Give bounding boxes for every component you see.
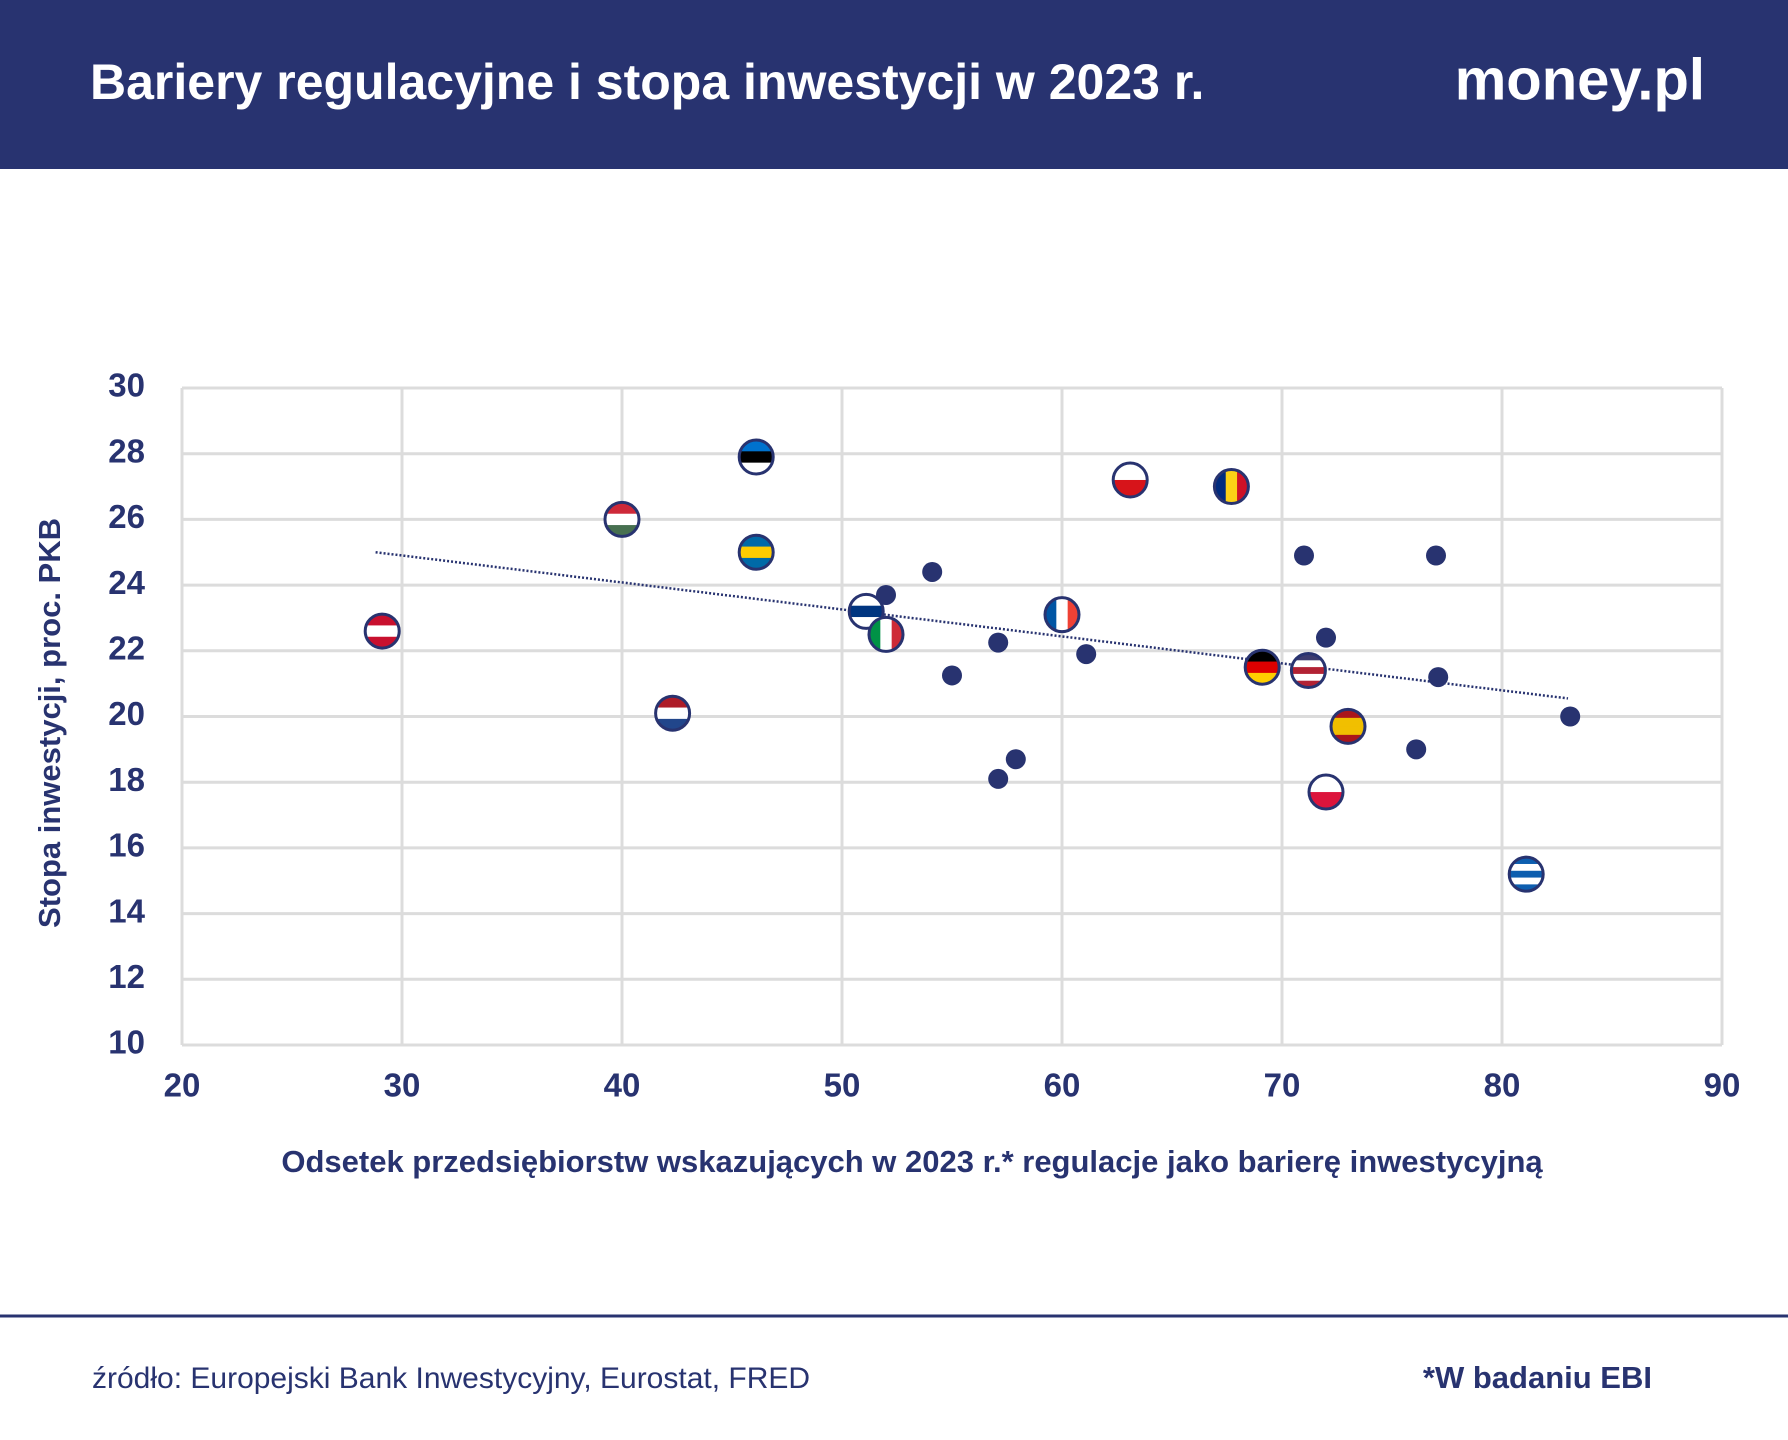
flag-point xyxy=(739,439,774,474)
source: źródło: Europejski Bank Inwestycyjny, Eu… xyxy=(92,1362,810,1395)
x-tick-label: 60 xyxy=(1044,1067,1081,1104)
point xyxy=(1076,644,1097,665)
flag-point xyxy=(1309,775,1343,810)
y-axis-label: Stopa inwestycji, proc. PKB xyxy=(32,518,67,928)
flag-point xyxy=(1245,650,1280,685)
flag-outline xyxy=(1111,461,1149,499)
flag-outline xyxy=(1507,855,1545,893)
title: Bariery regulacyjne i stopa inwestycji w… xyxy=(90,54,1204,110)
point xyxy=(1428,667,1449,688)
y-tick-label: 24 xyxy=(108,564,145,601)
x-tick-label: 90 xyxy=(1704,1067,1741,1104)
point xyxy=(1426,545,1446,566)
point xyxy=(988,768,1009,789)
y-tick-label: 28 xyxy=(108,432,145,469)
flag-point xyxy=(1509,857,1544,892)
flag-point xyxy=(1331,709,1365,744)
point xyxy=(876,584,896,605)
y-tick-label: 20 xyxy=(108,695,145,732)
flag-outline xyxy=(867,615,905,653)
point xyxy=(1560,706,1581,727)
flag-point xyxy=(655,696,690,731)
flag-point xyxy=(739,535,774,570)
flag-point xyxy=(849,594,884,629)
point xyxy=(1005,749,1026,770)
flag-outline xyxy=(603,500,641,538)
flag-point xyxy=(1291,653,1326,688)
header-bar xyxy=(0,0,1788,169)
x-tick-label: 20 xyxy=(164,1067,201,1104)
flag-point xyxy=(365,614,400,649)
flag-outline xyxy=(1329,707,1367,745)
flag-outline xyxy=(1307,773,1345,811)
trend-line xyxy=(375,551,1569,700)
point xyxy=(1316,627,1336,648)
flag-outline xyxy=(1243,648,1281,686)
flag-point xyxy=(605,502,639,537)
y-tick-label: 26 xyxy=(108,498,145,535)
flag-outline xyxy=(737,438,775,476)
y-tick-label: 30 xyxy=(108,367,145,404)
point xyxy=(942,665,962,686)
y-tick-label: 12 xyxy=(108,958,145,995)
flag-outline xyxy=(654,694,692,732)
note: *W badaniu EBI xyxy=(1423,1360,1652,1395)
flag-outline xyxy=(1289,652,1327,690)
flag-point xyxy=(1045,597,1079,632)
flag-outline xyxy=(737,533,775,571)
y-tick-label: 22 xyxy=(108,630,145,667)
y-tick-label: 18 xyxy=(108,761,145,798)
y-tick-label: 10 xyxy=(108,1024,145,1061)
x-tick-label: 80 xyxy=(1484,1067,1521,1104)
point xyxy=(988,632,1009,653)
logo: money.pl xyxy=(1455,47,1705,112)
flag-point xyxy=(869,617,903,652)
y-tick-label: 14 xyxy=(108,892,145,929)
point xyxy=(922,561,943,582)
y-tick-label: 16 xyxy=(108,827,145,864)
flag-outline xyxy=(363,612,401,650)
x-tick-label: 40 xyxy=(604,1067,641,1104)
flag-outline xyxy=(1212,468,1250,506)
x-axis-label: Odsetek przedsiębiorstw wskazujących w 2… xyxy=(281,1144,1543,1179)
x-tick-label: 70 xyxy=(1264,1067,1301,1104)
x-tick-label: 30 xyxy=(384,1067,421,1104)
flag-point xyxy=(1113,462,1148,497)
flag-outline xyxy=(847,592,885,630)
flag-point xyxy=(1214,469,1249,504)
point xyxy=(1406,739,1427,760)
point xyxy=(1294,545,1314,566)
flag-outline xyxy=(1043,596,1081,634)
x-tick-label: 50 xyxy=(824,1067,861,1104)
